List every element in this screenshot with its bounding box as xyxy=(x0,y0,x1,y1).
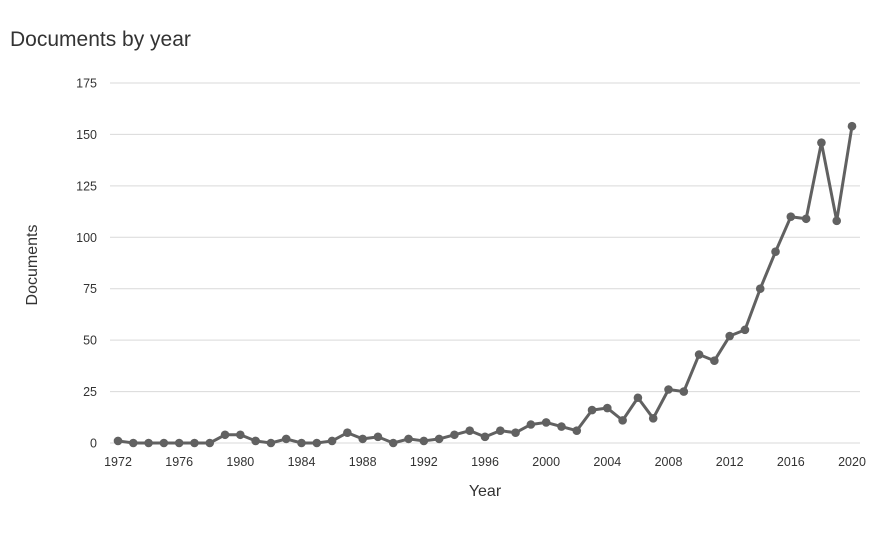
data-points xyxy=(113,121,857,448)
data-point-1988 xyxy=(358,434,367,444)
data-point-2014 xyxy=(755,284,765,294)
data-point-1998 xyxy=(511,428,520,438)
data-point-2009 xyxy=(679,387,689,396)
data-point-2003 xyxy=(587,405,597,415)
data-point-2002 xyxy=(572,426,582,435)
x-tick-label: 2020 xyxy=(838,455,866,469)
data-point-2006 xyxy=(633,393,643,403)
y-tick-label: 175 xyxy=(76,77,97,91)
data-point-1973 xyxy=(128,438,138,448)
data-point-2008 xyxy=(664,385,673,394)
y-tick-label: 0 xyxy=(90,437,97,451)
y-tick-label: 150 xyxy=(76,128,97,142)
data-point-1979 xyxy=(220,430,230,440)
y-axis-title: Documents xyxy=(24,225,41,306)
gridlines xyxy=(110,82,860,444)
data-point-1976 xyxy=(174,438,184,448)
y-tick-label: 125 xyxy=(76,179,97,193)
data-point-1985 xyxy=(312,438,322,448)
data-point-2012 xyxy=(725,331,734,341)
x-tick-label: 1976 xyxy=(165,455,193,469)
data-point-2017 xyxy=(801,214,811,224)
x-axis-title: Year xyxy=(469,483,502,500)
data-point-1995 xyxy=(465,426,475,435)
data-point-1980 xyxy=(236,430,245,440)
series-line xyxy=(117,125,854,445)
data-point-1992 xyxy=(419,436,429,446)
x-tick-label: 2016 xyxy=(777,455,805,469)
data-point-2010 xyxy=(694,350,704,359)
x-tick-label: 1988 xyxy=(349,455,377,469)
data-point-1993 xyxy=(434,434,444,444)
data-point-2004 xyxy=(603,403,612,413)
y-tick-labels: 0 25 50 75 100 125 150 175 xyxy=(76,77,97,451)
data-point-2013 xyxy=(740,325,750,335)
data-point-2020 xyxy=(847,121,857,131)
data-point-1999 xyxy=(526,420,536,429)
data-point-2005 xyxy=(618,416,627,425)
y-tick-label: 50 xyxy=(83,334,97,348)
data-point-1990 xyxy=(388,438,398,448)
y-tick-label: 75 xyxy=(83,282,97,296)
data-point-1975 xyxy=(159,438,169,448)
data-point-1977 xyxy=(190,438,199,448)
data-point-1997 xyxy=(495,426,505,435)
x-tick-label: 2012 xyxy=(716,455,744,469)
x-tick-label: 2000 xyxy=(532,455,560,469)
data-point-1991 xyxy=(404,434,413,444)
x-tick-label: 1996 xyxy=(471,455,499,469)
data-point-1974 xyxy=(144,438,153,448)
data-point-1996 xyxy=(480,432,490,442)
x-tick-label: 2008 xyxy=(655,455,683,469)
x-tick-label: 1992 xyxy=(410,455,438,469)
data-point-1978 xyxy=(205,438,215,448)
y-tick-label: 100 xyxy=(76,231,97,245)
data-point-2001 xyxy=(557,422,566,431)
data-point-1986 xyxy=(327,436,337,446)
y-tick-label: 25 xyxy=(83,385,97,399)
x-tick-label: 1980 xyxy=(226,455,254,469)
data-point-1989 xyxy=(373,432,383,442)
x-tick-label: 1972 xyxy=(104,455,132,469)
x-tick-labels: 1972 1976 1980 1984 1988 1992 1996 2000 2004 2008… xyxy=(104,455,866,469)
data-point-2019 xyxy=(832,216,842,226)
data-point-2011 xyxy=(710,356,719,366)
data-point-1972 xyxy=(113,436,123,446)
data-point-2018 xyxy=(817,138,826,147)
data-point-1982 xyxy=(266,438,276,448)
data-point-2016 xyxy=(786,212,796,222)
data-point-1981 xyxy=(251,436,260,446)
data-point-1994 xyxy=(450,430,459,440)
data-point-2015 xyxy=(771,247,780,256)
data-point-2007 xyxy=(648,414,658,423)
data-point-1983 xyxy=(281,434,291,444)
chart-title: Documents by year xyxy=(10,28,191,51)
data-point-1984 xyxy=(297,438,306,448)
data-point-2000 xyxy=(541,418,551,427)
data-point-1987 xyxy=(343,428,352,438)
x-tick-label: 2004 xyxy=(593,455,621,469)
x-tick-label: 1984 xyxy=(288,455,316,469)
